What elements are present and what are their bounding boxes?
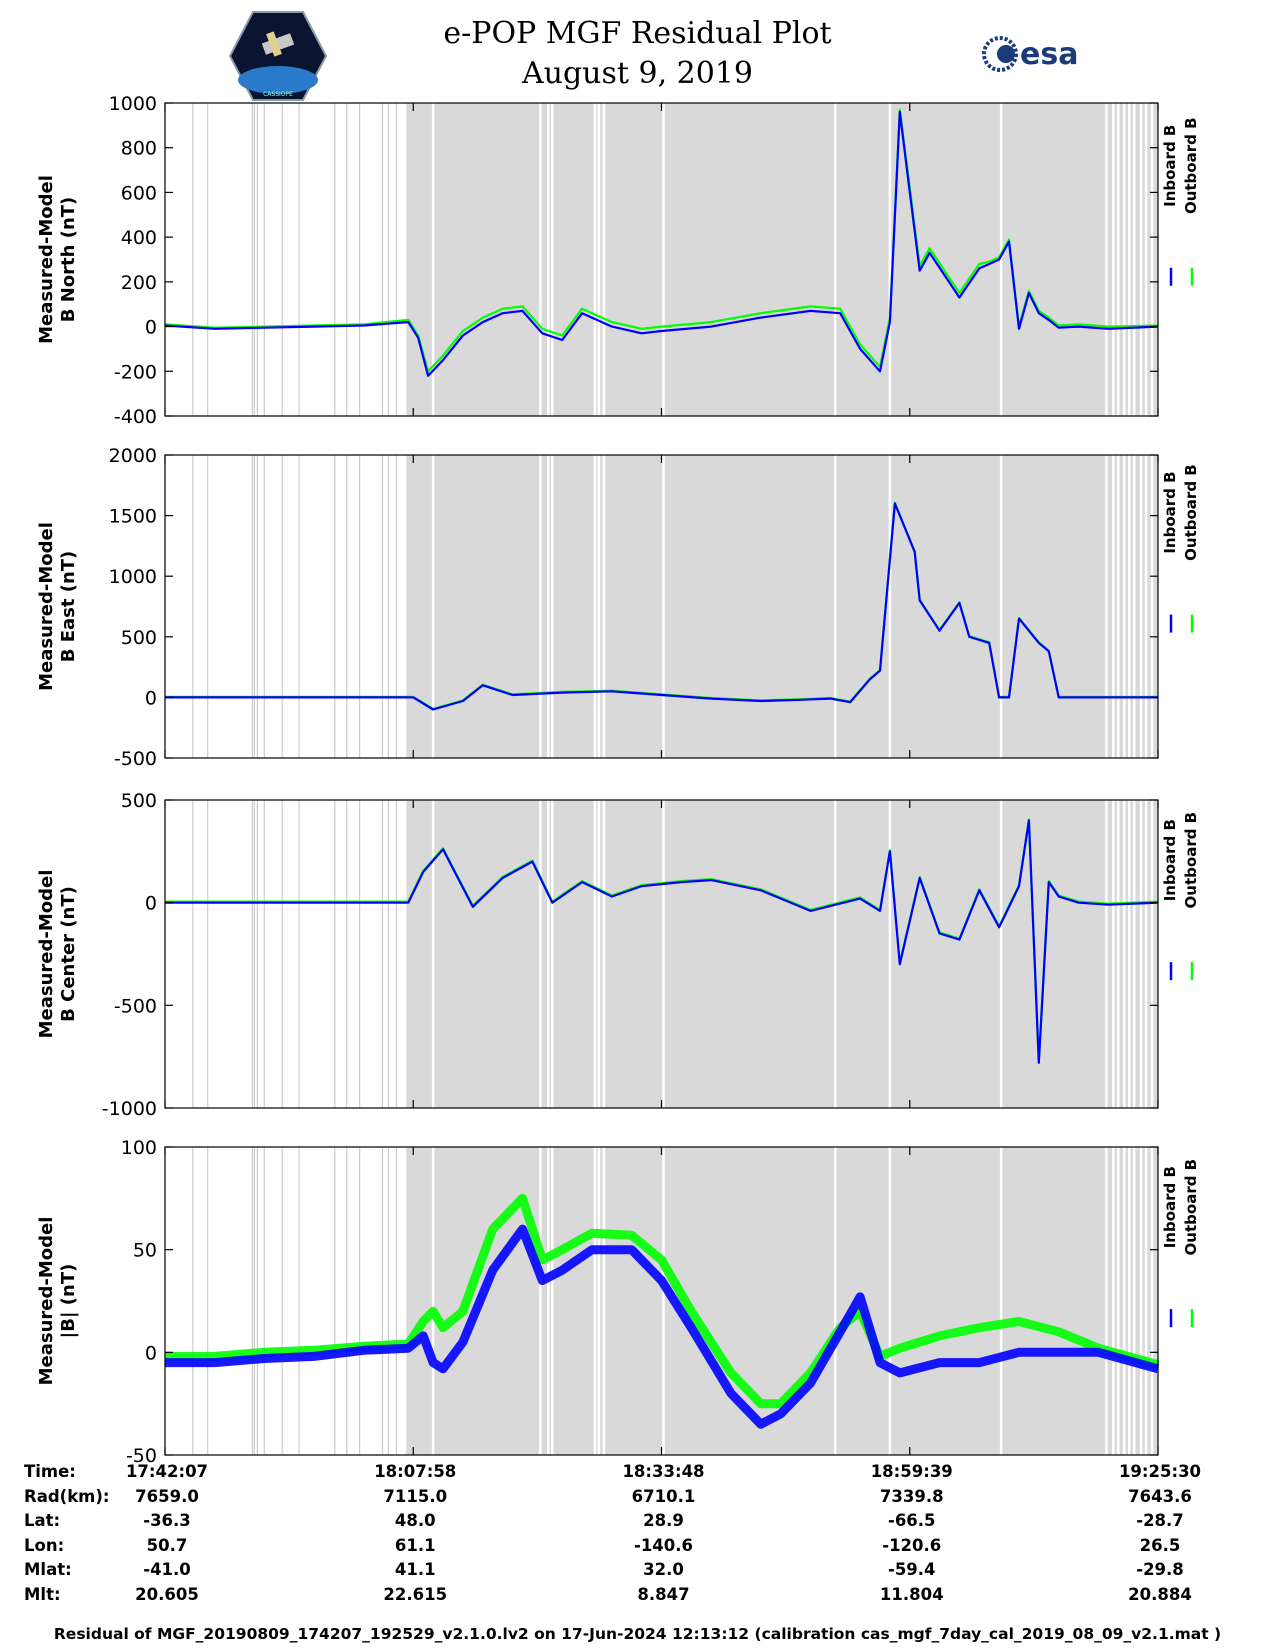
info-row-value: 20.605 [135, 1584, 199, 1604]
info-row-value: -66.5 [887, 1511, 936, 1530]
y-axis-label-line-1: Measured-Model [36, 175, 57, 344]
y-tick-label: -500 [114, 748, 157, 770]
info-row-value: -36.3 [143, 1511, 191, 1530]
info-row-value: 41.1 [394, 1560, 436, 1579]
info-row-value: 61.1 [394, 1535, 436, 1555]
y-axis-label-line-2: B East (nT) [58, 551, 79, 663]
info-row-value: 6710.1 [631, 1486, 696, 1506]
info-row-mlat-: Mlat: -41.0 41.1 32.0 -59.4 -29.8 [0, 1560, 1275, 1584]
y-axis-label-line-1: Measured-Model [36, 1217, 57, 1386]
info-row-label: Time: [24, 1462, 76, 1481]
info-row-value: 32.0 [643, 1560, 684, 1579]
info-row-time-: Time: 17:42:07 18:07:58 18:33:48 18:59:39 19:… [0, 1462, 1275, 1486]
y-tick-label: 500 [121, 790, 157, 812]
legend-label-outboard-b: Outboard B [1182, 464, 1200, 561]
info-row-value: -140.6 [633, 1535, 694, 1555]
info-row-value: 7115.0 [383, 1486, 448, 1506]
y-tick-label: 500 [121, 627, 157, 649]
esa-logo: esa [980, 32, 1090, 80]
cassiope-logo: CASSIOPE [228, 10, 328, 106]
y-tick-label: -1000 [102, 1098, 157, 1120]
info-row-value: 8.847 [637, 1584, 690, 1604]
info-row-value: 7339.8 [879, 1486, 944, 1506]
info-row-label: Lat: [24, 1511, 61, 1530]
info-row-label: Rad(km): [24, 1486, 110, 1506]
y-tick-label: -500 [114, 995, 157, 1017]
y-axis-label-line-2: B Center (nT) [58, 886, 79, 1022]
info-row-value: -41.0 [143, 1560, 191, 1579]
footer-caption: Residual of MGF_20190809_174207_192529_v… [53, 1625, 1222, 1643]
y-tick-label: -400 [114, 406, 157, 428]
legend-label-inboard-b: Inboard B [1161, 1166, 1179, 1248]
title-line-1: e-POP MGF Residual Plot [443, 16, 832, 51]
info-row-mlt-: Mlt: 20.605 22.615 8.847 11.804 20.884 [0, 1585, 1275, 1609]
series-line-inboard-b [164, 110, 1159, 377]
series-line-inboard-b [165, 1224, 1160, 1429]
y-tick-label: 400 [121, 227, 157, 249]
y-tick-label: 600 [121, 182, 157, 204]
y-tick-label: 50 [133, 1240, 157, 1262]
shaded-region-1 [406, 103, 1158, 416]
info-row-label: Lon: [24, 1535, 65, 1555]
y-tick-label: 0 [145, 1342, 157, 1364]
y-tick-label: 0 [145, 893, 157, 915]
info-row-value: 7659.0 [135, 1486, 199, 1506]
legend-label-inboard-b: Inboard B [1161, 125, 1179, 207]
info-row-lon-: Lon: 50.7 61.1 -140.6 -120.6 26.5 [0, 1536, 1275, 1560]
svg-text:CASSIOPE: CASSIOPE [263, 91, 293, 98]
info-row-value: 22.615 [383, 1584, 448, 1604]
info-row-value: -59.4 [887, 1560, 936, 1579]
y-axis-label-line-2: B North (nT) [58, 197, 79, 323]
info-row-value: 19:25:30 [1118, 1462, 1202, 1481]
legend-label-inboard-b: Inboard B [1161, 471, 1179, 553]
y-tick-label: 200 [121, 272, 157, 294]
svg-text:esa: esa [1020, 37, 1078, 72]
legend-label-outboard-b: Outboard B [1182, 1159, 1200, 1256]
info-row-value: -29.8 [1136, 1560, 1184, 1579]
legend-label-outboard-b: Outboard B [1182, 812, 1200, 909]
info-row-rad-km-: Rad(km): 7659.0 7115.0 6710.1 7339.8 7643.6 [0, 1487, 1275, 1511]
y-tick-label: 800 [121, 138, 157, 160]
y-tick-label: 2000 [109, 445, 157, 467]
y-axis-label-line-1: Measured-Model [36, 870, 57, 1039]
info-row-value: 18:07:58 [374, 1462, 457, 1481]
info-row-value: 26.5 [1139, 1535, 1181, 1555]
legend-label-inboard-b: Inboard B [1161, 819, 1179, 901]
info-row-value: 28.9 [643, 1511, 684, 1530]
y-tick-label: 100 [121, 1137, 157, 1159]
y-axis-label-line-2: |B| (nT) [58, 1264, 79, 1339]
info-row-lat-: Lat: -36.3 48.0 28.9 -66.5 -28.7 [0, 1511, 1275, 1535]
y-tick-label: 1500 [109, 506, 157, 528]
info-row-label: Mlat: [24, 1560, 72, 1579]
page-title: e-POP MGF Residual Plot August 9, 2019 [0, 14, 1275, 94]
y-tick-label: -200 [114, 361, 157, 383]
info-row-value: 50.7 [146, 1535, 188, 1555]
info-row-value: 20.884 [1128, 1584, 1192, 1604]
info-row-label: Mlt: [24, 1584, 61, 1604]
info-row-value: 18:59:39 [870, 1462, 953, 1481]
info-row-value: 17:42:07 [125, 1462, 209, 1481]
y-tick-label: 1000 [109, 93, 157, 115]
legend-label-outboard-b: Outboard B [1182, 117, 1200, 214]
info-row-value: -28.7 [1136, 1511, 1184, 1530]
series-line-inboard-b [165, 502, 1158, 711]
title-line-2: August 9, 2019 [521, 56, 753, 91]
y-tick-label: -50 [126, 1445, 157, 1467]
series-line-inboard-b [165, 819, 1159, 1064]
info-row-value: 11.804 [879, 1584, 944, 1604]
y-tick-label: 0 [145, 317, 157, 339]
info-row-value: 18:33:48 [622, 1462, 705, 1481]
shaded-region-2 [406, 455, 1158, 758]
y-tick-label: 0 [145, 687, 157, 709]
info-row-value: 7643.6 [1128, 1486, 1192, 1506]
y-axis-label-line-1: Measured-Model [36, 522, 57, 691]
y-tick-label: 1000 [109, 566, 157, 588]
info-row-value: -120.6 [882, 1535, 942, 1555]
info-row-value: 48.0 [394, 1511, 436, 1530]
shaded-region-3 [406, 800, 1158, 1108]
